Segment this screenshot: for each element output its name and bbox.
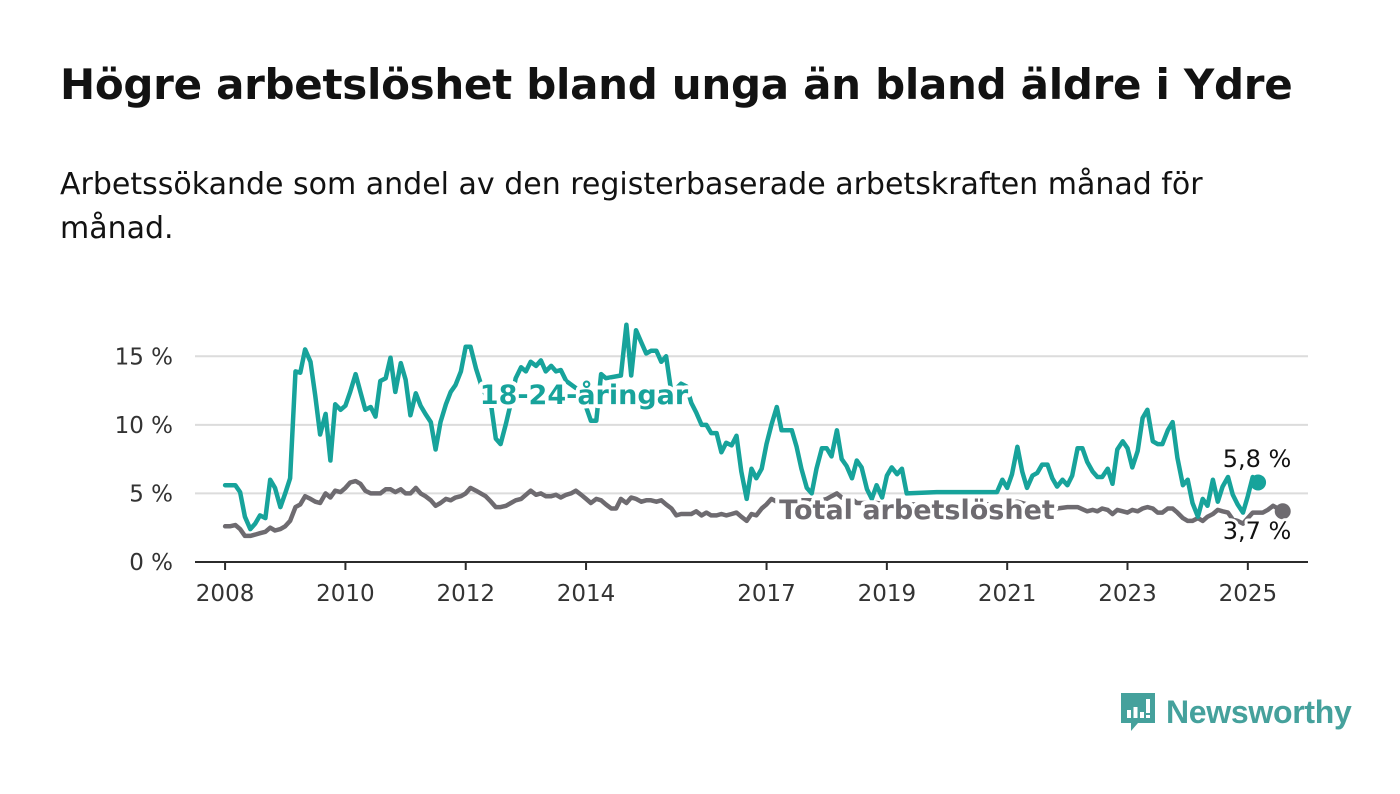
chart-subtitle: Arbetssökande som andel av den registerb… [60,167,1203,246]
end-point-youth [1250,474,1267,491]
x-tick-label: 2014 [557,581,616,607]
series-label-total: Total arbetslöshet [779,495,1055,526]
newsworthy-logo: Newsworthy [1118,690,1352,734]
y-tick-label: 5 % [129,481,173,507]
chart-title: Högre arbetslöshet bland unga än bland ä… [60,60,1293,109]
end-value-label-youth: 5,8 % [1223,445,1292,473]
series-labels: 18-24-åringar Total arbetslöshet 5,8 % 3… [476,375,1295,548]
series-line-youth [222,322,1261,532]
x-tick-label: 2021 [978,581,1037,607]
x-tick-label: 2012 [436,581,495,607]
x-tick-label: 2008 [196,581,255,607]
y-tick-label: 10 % [115,413,173,439]
y-tick-label: 15 % [115,344,173,370]
x-tick-label: 2010 [316,581,375,607]
y-tick-label: 0 % [129,550,173,576]
end-value-label-total: 3,7 % [1223,517,1292,545]
end-point-total [1274,503,1291,520]
x-tick-label: 2019 [858,581,917,607]
series-line-total [222,478,1285,539]
axes: 0 % 5 % 10 % 15 % 2008 2010 2012 2014 2017 2019 20… [115,344,1308,607]
x-tick-label: 2025 [1219,581,1278,607]
brand-name: Newsworthy [1166,693,1352,730]
series-label-youth: 18-24-åringar [480,379,689,411]
x-tick-label: 2023 [1098,581,1157,607]
x-tick-label: 2017 [737,581,796,607]
bar-chart-icon [1121,693,1155,731]
series-lines [222,322,1291,539]
